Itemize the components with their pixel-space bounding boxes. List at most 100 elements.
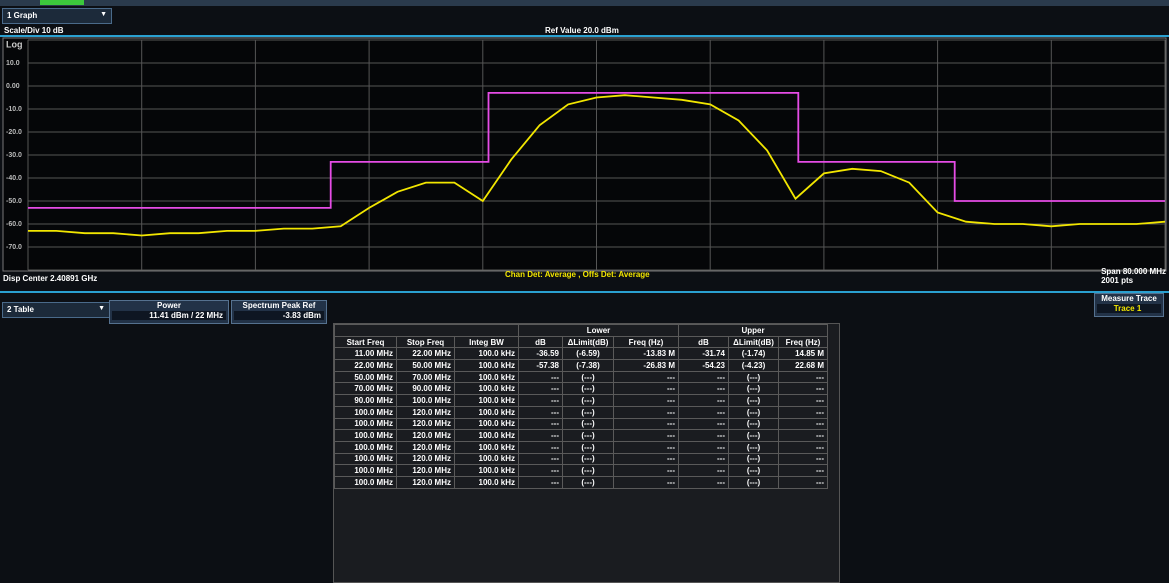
table-cell: Start Freq xyxy=(334,335,397,349)
graph-selector-label: 1 Graph xyxy=(7,11,38,20)
y-tick-label: -20.0 xyxy=(6,129,22,136)
table-cell: --- xyxy=(778,475,828,489)
y-tick-label: -60.0 xyxy=(6,221,22,228)
peak-box: Spectrum Peak Ref -3.83 dBm xyxy=(231,300,327,324)
y-tick-label: -10.0 xyxy=(6,106,22,113)
table-cell: 22.00 MHz xyxy=(334,359,397,372)
table-cell: --- xyxy=(518,475,563,489)
table-cell: --- xyxy=(518,382,563,396)
table-cell: (---) xyxy=(728,440,779,454)
table-row: 22.00 MHz 50.00 MHz 100.0 kHz -57.38 (-7.38)… xyxy=(334,359,828,372)
table-cell: (---) xyxy=(562,429,614,442)
table-cell: 100.0 kHz xyxy=(454,417,519,431)
table-cell: --- xyxy=(678,382,729,396)
table-cell: (-1.74) xyxy=(728,347,779,361)
y-tick-label: -50.0 xyxy=(6,198,22,205)
table-row: 100.0 MHz 120.0 MHz 100.0 kHz --- (---) --- --… xyxy=(334,429,828,442)
table-cell: --- xyxy=(778,394,828,407)
table-cell: 14.85 M xyxy=(778,347,828,361)
table-cell: --- xyxy=(613,429,679,442)
table-cell: (---) xyxy=(728,417,779,431)
table-cell: 70.00 MHz xyxy=(334,382,397,396)
trace-line xyxy=(28,92,1165,209)
table-cell: 11.00 MHz xyxy=(334,347,397,361)
table-cell: 50.00 MHz xyxy=(334,370,397,384)
table-cell: 100.0 MHz xyxy=(334,464,397,477)
table-selector[interactable]: 2 Table ▼ xyxy=(2,302,110,318)
trace-line xyxy=(28,94,1166,237)
table-cell: 100.0 MHz xyxy=(334,429,397,442)
table-cell: (---) xyxy=(562,417,614,431)
table-cell: --- xyxy=(613,464,679,477)
span-info: Span 80.000 MHz 2001 pts xyxy=(1101,267,1166,285)
table-cell: (---) xyxy=(728,429,779,442)
table-cell: --- xyxy=(778,452,828,466)
table: Lower Upper Start Freq Stop Freq Integ BW dB Δ… xyxy=(334,324,828,489)
scale-div: Scale/Div 10 dB xyxy=(4,26,64,35)
separator xyxy=(0,291,1169,293)
table-cell: --- xyxy=(778,417,828,431)
table-cell: 100.0 MHz xyxy=(334,452,397,466)
table-cell: --- xyxy=(678,417,729,431)
measure-trace[interactable]: Measure Trace Trace 1 xyxy=(1094,293,1164,317)
table-cell: -36.59 xyxy=(518,347,563,361)
table-cell: -13.83 M xyxy=(613,347,679,361)
table-cell: --- xyxy=(678,394,729,407)
table-cell: (---) xyxy=(562,464,614,477)
span: Span 80.000 MHz xyxy=(1101,267,1166,276)
table-cell: 100.0 MHz xyxy=(396,394,455,407)
points: 2001 pts xyxy=(1101,276,1134,285)
table-cell: --- xyxy=(778,382,828,396)
table-cell: Freq (Hz) xyxy=(778,335,828,349)
table-cell: Integ BW xyxy=(454,335,519,349)
table-cell: 120.0 MHz xyxy=(396,429,455,442)
table-cell: --- xyxy=(518,440,563,454)
table-cell: --- xyxy=(678,475,729,489)
table-cell: --- xyxy=(678,429,729,442)
table-cell: --- xyxy=(613,394,679,407)
table-cell: (---) xyxy=(728,394,779,407)
dropdown-arrow: ▼ xyxy=(100,11,107,18)
table-cell: --- xyxy=(613,370,679,384)
table-cell: 100.0 kHz xyxy=(454,370,519,384)
table-cell: --- xyxy=(778,429,828,442)
table-cell: 100.0 MHz xyxy=(334,475,397,489)
table-cell: --- xyxy=(518,417,563,431)
table-cell: --- xyxy=(778,464,828,477)
table-cell: -31.74 xyxy=(678,347,729,361)
table-cell: -54.23 xyxy=(678,359,729,372)
table-row: 90.00 MHz 100.0 MHz 100.0 kHz --- (---) --- --… xyxy=(334,394,828,407)
table-selector-label: 2 Table xyxy=(7,305,34,314)
table-cell: 100.0 kHz xyxy=(454,405,519,419)
table-row: 11.00 MHz 22.00 MHz 100.0 kHz -36.59 (-6.59)… xyxy=(334,347,828,361)
detector-info: Chan Det: Average , Offs Det: Average xyxy=(505,270,650,279)
table-cell: 22.00 MHz xyxy=(396,347,455,361)
status-indicator xyxy=(40,0,84,5)
y-tick-label: 0.00 xyxy=(6,83,20,90)
table-cell: 120.0 MHz xyxy=(396,464,455,477)
table-cell: (-4.23) xyxy=(728,359,779,372)
table-cell: --- xyxy=(613,475,679,489)
table-cell: --- xyxy=(613,452,679,466)
table-cell: 100.0 kHz xyxy=(454,394,519,407)
table-cell: --- xyxy=(518,394,563,407)
table-cell: --- xyxy=(518,452,563,466)
table-cell: --- xyxy=(518,370,563,384)
ref-value: Ref Value 20.0 dBm xyxy=(545,26,619,35)
table-row: 100.0 MHz 120.0 MHz 100.0 kHz --- (---) --- --… xyxy=(334,452,828,466)
table-cell: (-7.38) xyxy=(562,359,614,372)
table-cell: (---) xyxy=(728,382,779,396)
y-tick-label: 10.0 xyxy=(6,60,20,67)
power-box: Power 11.41 dBm / 22 MHz xyxy=(109,300,229,324)
table-cell: Freq (Hz) xyxy=(613,335,679,349)
table-cell: 120.0 MHz xyxy=(396,417,455,431)
spectrum-graph: Log 10.0 0.00 -10.0 -20.0 -30.0 -40.0 -50.0 -60… xyxy=(2,37,1167,272)
table-row: 50.00 MHz 70.00 MHz 100.0 kHz --- (---) --- --… xyxy=(334,370,828,384)
graph-selector[interactable]: 1 Graph ▼ xyxy=(2,8,112,24)
table-cell: --- xyxy=(613,417,679,431)
table-cell: 100.0 MHz xyxy=(334,440,397,454)
table-cell: (---) xyxy=(562,452,614,466)
table-cell: -57.38 xyxy=(518,359,563,372)
table-cell: Upper xyxy=(678,324,828,337)
